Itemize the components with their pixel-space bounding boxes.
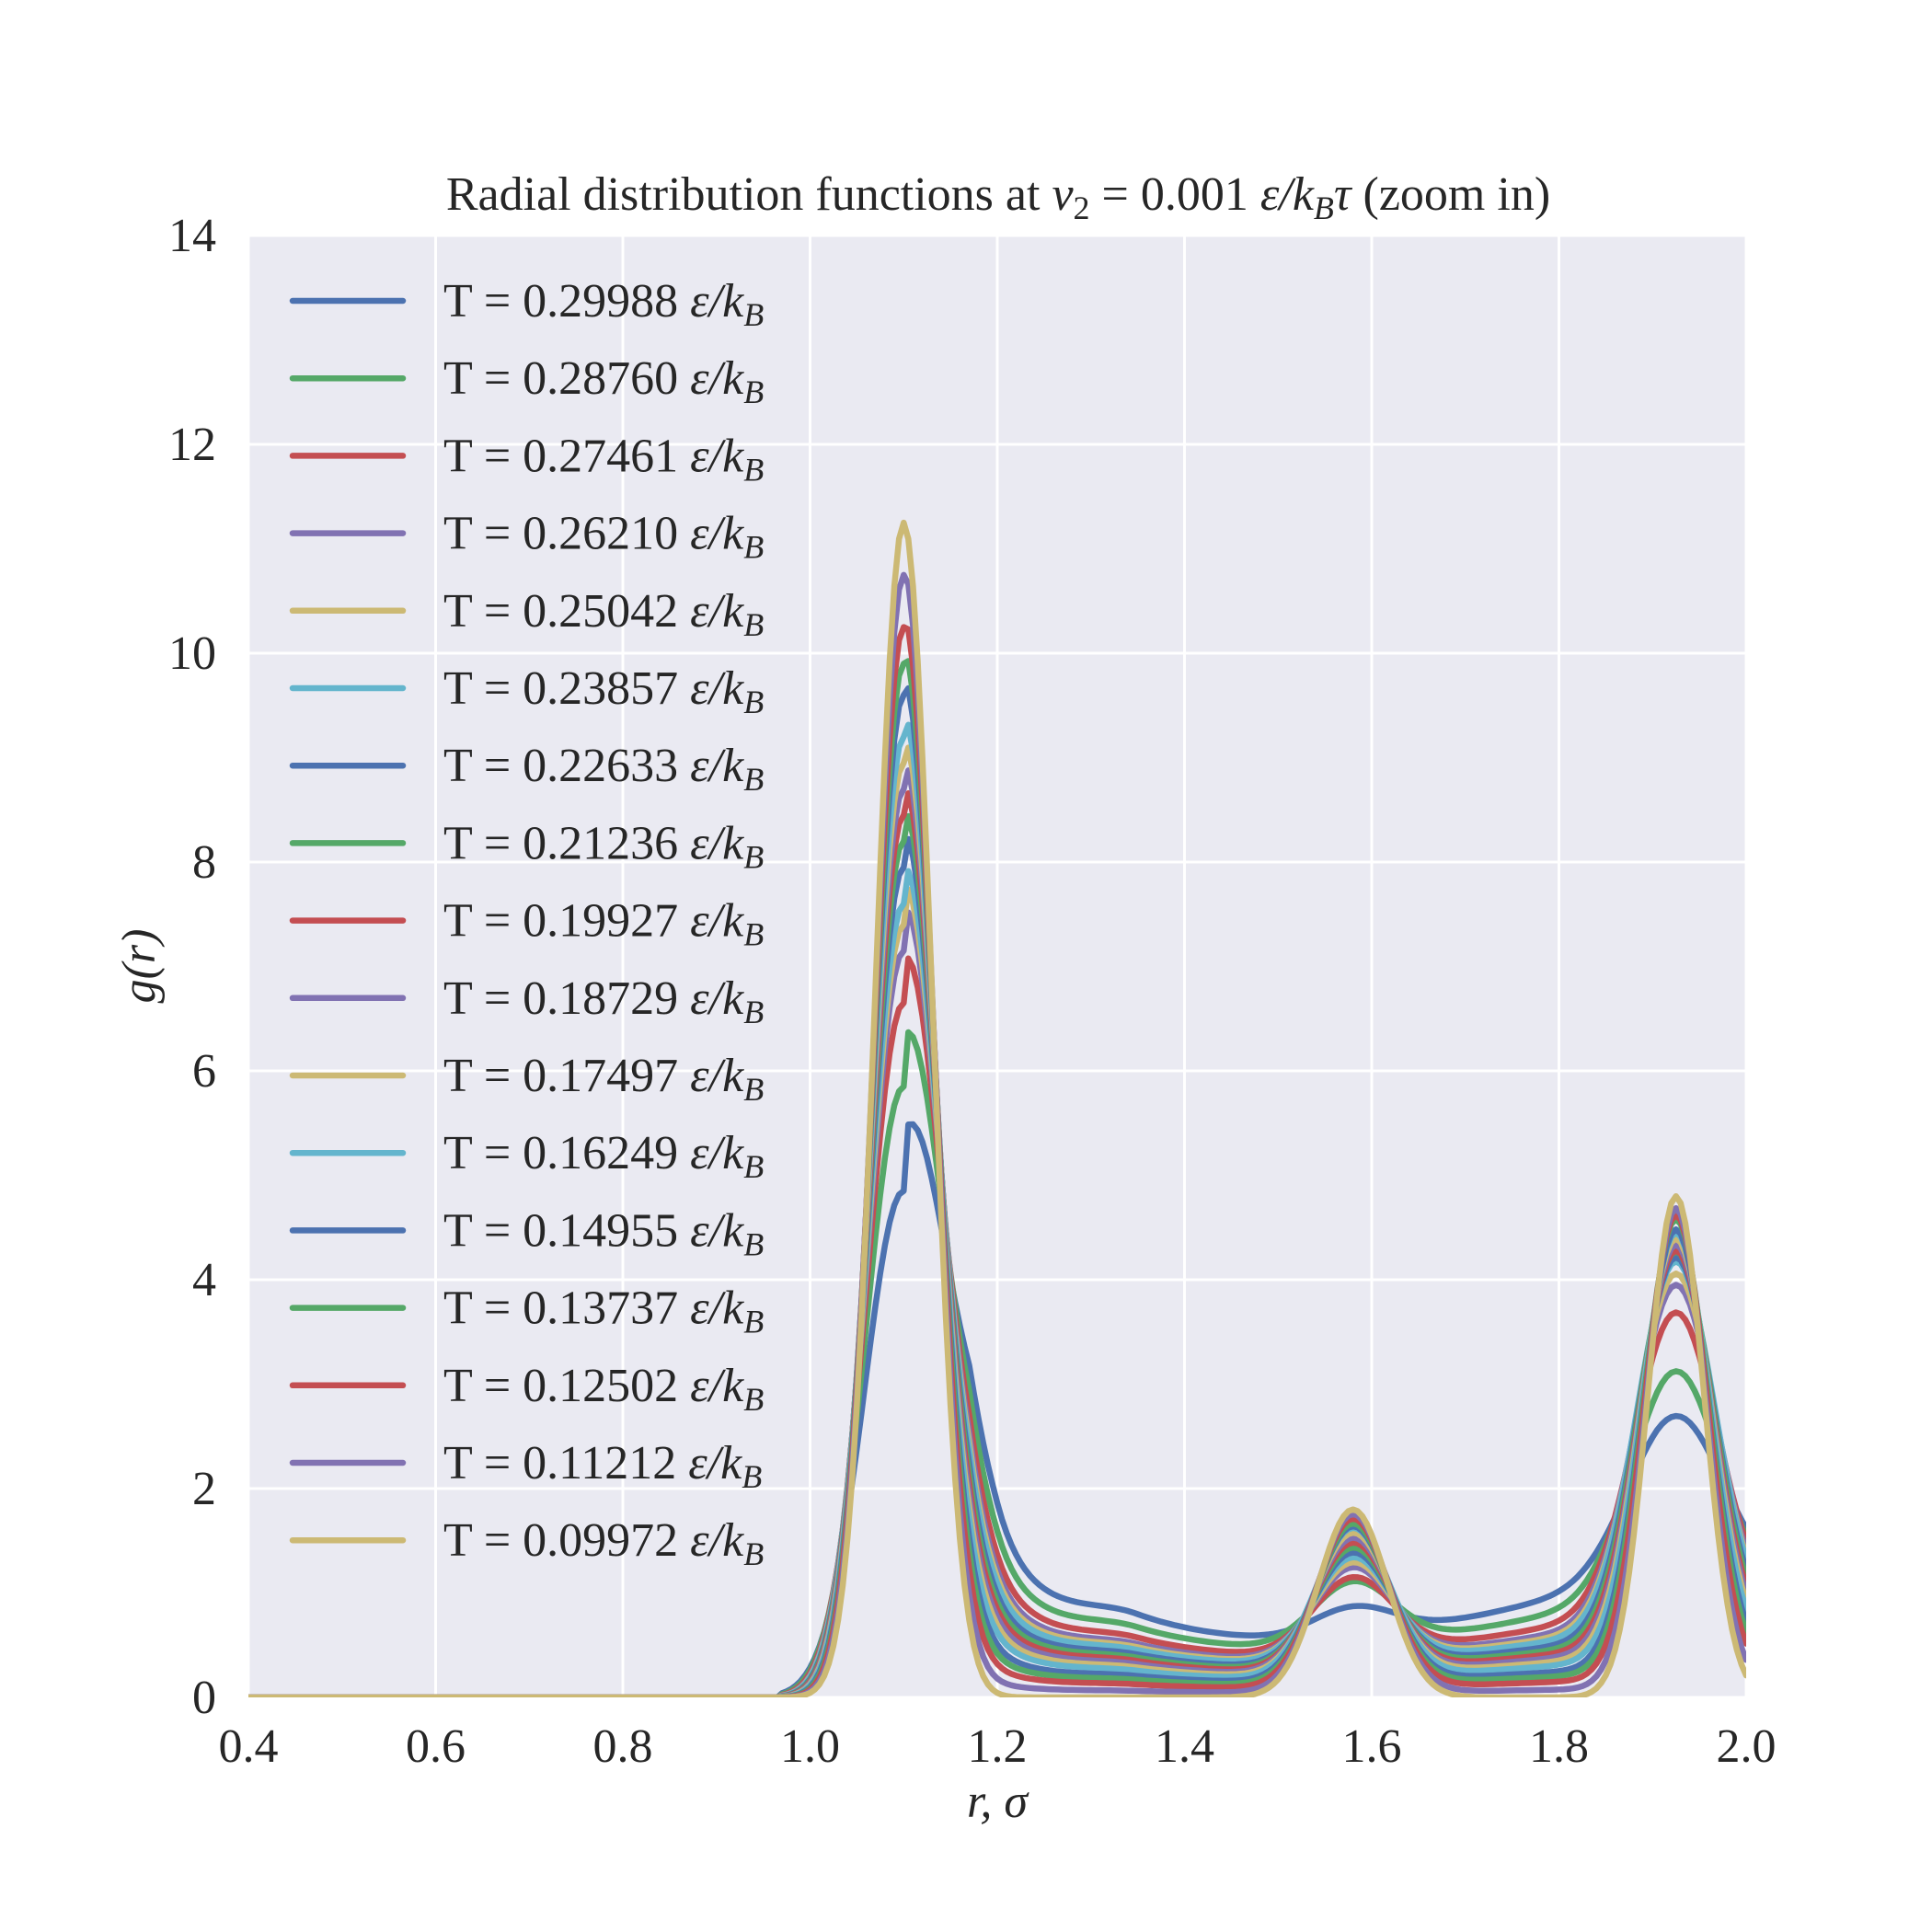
legend-entry: T = 0.26210 ε/kB (443, 508, 764, 566)
y-tick-label: 8 (192, 836, 216, 889)
y-tick-label: 10 (168, 627, 216, 680)
series-line-16 (248, 571, 1746, 1697)
series-line-9 (248, 789, 1746, 1697)
series-line-15 (248, 624, 1746, 1697)
y-tick-label: 4 (192, 1254, 216, 1306)
legend-entry: T = 0.29988 ε/kB (443, 275, 764, 333)
series-lines (248, 519, 1746, 1697)
x-tick-label: 0.6 (406, 1720, 466, 1773)
legend-entry: T = 0.18729 ε/kB (443, 972, 764, 1030)
series-line-2 (248, 1029, 1746, 1697)
legend-entry: T = 0.23857 ε/kB (443, 662, 764, 720)
x-tick-label: 1.2 (968, 1720, 1028, 1773)
x-axis-label: r, σ (967, 1776, 1029, 1828)
y-tick-labels: 0 2 4 6 8 10 12 14 (168, 210, 216, 1724)
series-line-3 (248, 955, 1746, 1697)
y-tick-label: 6 (192, 1045, 216, 1098)
legend-entry: T = 0.25042 ε/kB (443, 585, 764, 643)
series-line-13 (248, 684, 1746, 1697)
series-line-12 (248, 721, 1746, 1697)
y-tick-label: 12 (168, 419, 216, 471)
legend-entry: T = 0.19927 ε/kB (443, 895, 764, 953)
x-tick-label: 1.0 (780, 1720, 840, 1773)
series-line-17 (248, 519, 1746, 1697)
legend-entry: T = 0.22633 ε/kB (443, 740, 764, 798)
y-axis-label: g(r) (113, 929, 166, 1004)
legend-entry: T = 0.16249 ε/kB (443, 1127, 764, 1185)
x-tick-label: 0.8 (593, 1720, 653, 1773)
legend-entry: T = 0.12502 ε/kB (443, 1360, 764, 1418)
series-line-11 (248, 744, 1746, 1697)
x-tick-label: 2.0 (1717, 1720, 1777, 1773)
x-tick-label: 1.4 (1155, 1720, 1214, 1773)
series-line-14 (248, 658, 1746, 1697)
chart-title: Radial distribution functions at v2 = 0.… (446, 168, 1550, 226)
y-tick-label: 14 (168, 210, 216, 262)
series-line-1 (248, 1121, 1746, 1697)
legend-entry: T = 0.11212 ε/kB (443, 1437, 762, 1495)
x-tick-label: 1.8 (1529, 1720, 1589, 1773)
legend-entry: T = 0.28760 ε/kB (443, 352, 764, 410)
legend-entry: T = 0.13737 ε/kB (443, 1282, 764, 1340)
legend-entry: T = 0.21236 ε/kB (443, 817, 764, 875)
legend-entry: T = 0.17497 ε/kB (443, 1050, 764, 1108)
y-tick-label: 0 (192, 1672, 216, 1724)
series-line-10 (248, 767, 1746, 1697)
y-tick-label: 2 (192, 1463, 216, 1515)
legend-entry: T = 0.09972 ε/kB (443, 1514, 764, 1572)
legend: T = 0.29988 ε/kB T = 0.28760 ε/kB T = 0.27… (289, 275, 764, 1572)
x-tick-label: 0.4 (219, 1720, 279, 1773)
x-tick-label: 1.6 (1342, 1720, 1402, 1773)
series-line-6 (248, 868, 1746, 1697)
legend-entry: T = 0.14955 ε/kB (443, 1204, 764, 1262)
x-tick-labels: 0.4 0.6 0.8 1.0 1.2 1.4 1.6 1.8 2.0 (219, 1720, 1777, 1773)
legend-entry: T = 0.27461 ε/kB (443, 430, 764, 488)
